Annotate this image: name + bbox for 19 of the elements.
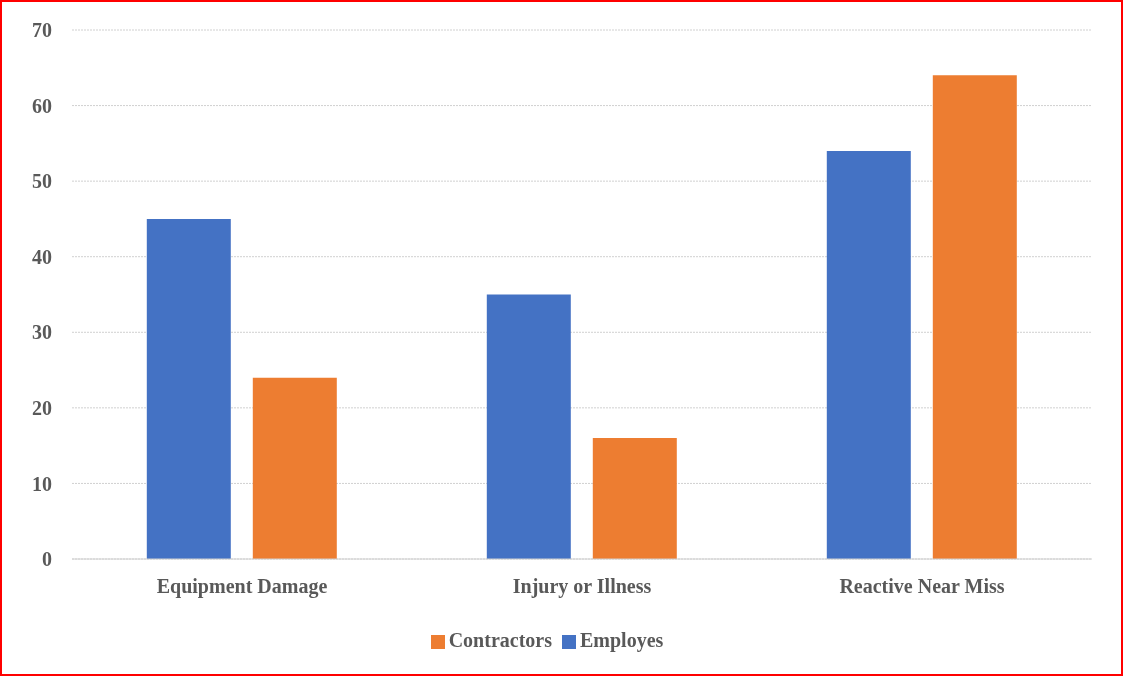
- y-tick-label: 10: [32, 472, 52, 495]
- y-tick-label: 20: [32, 396, 52, 419]
- y-tick-label: 40: [32, 245, 52, 268]
- bar: [146, 218, 231, 559]
- bar: [252, 377, 337, 559]
- bar: [486, 294, 571, 559]
- x-tick-label: Equipment Damage: [156, 575, 328, 599]
- x-tick-label: Reactive Near Miss: [839, 575, 1005, 598]
- bar: [826, 150, 911, 559]
- legend-label: Employes: [579, 629, 664, 651]
- bar: [592, 438, 677, 559]
- legend-label: Contractors: [448, 629, 552, 651]
- y-tick-label: 30: [32, 321, 52, 344]
- y-tick-label: 0: [42, 548, 52, 571]
- y-tick-label: 60: [32, 94, 52, 117]
- y-tick-label: 50: [32, 170, 52, 193]
- y-tick-label: 70: [32, 19, 52, 42]
- x-tick-label: Injury or Illness: [512, 575, 652, 599]
- bar: [932, 75, 1017, 559]
